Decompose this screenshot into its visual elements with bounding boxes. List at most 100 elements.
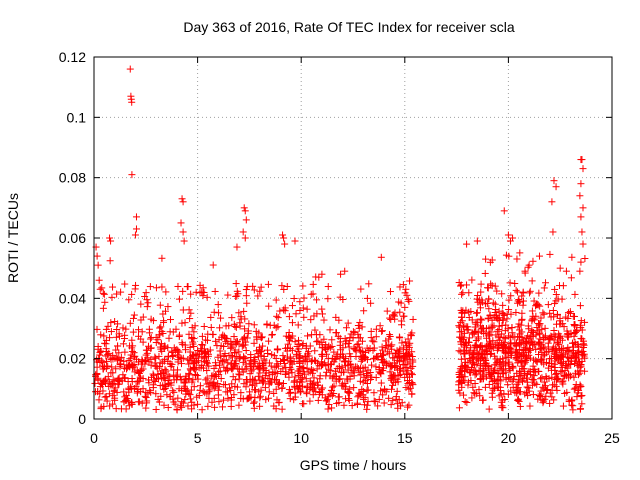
data-point (265, 380, 273, 388)
data-point (245, 320, 253, 328)
y-tick-label: 0.12 (59, 49, 86, 65)
data-point (236, 319, 244, 327)
data-point (322, 345, 330, 353)
data-point (478, 316, 486, 324)
data-point (536, 302, 544, 310)
data-point (120, 374, 128, 382)
data-point (372, 363, 380, 371)
data-point (521, 344, 529, 352)
data-point (575, 371, 583, 379)
data-point (539, 309, 547, 317)
data-point (377, 253, 385, 261)
data-point (525, 325, 533, 333)
data-point (341, 335, 349, 343)
data-point (301, 370, 309, 378)
data-point (159, 310, 167, 318)
data-point (318, 351, 326, 359)
data-point (103, 357, 111, 365)
data-point (498, 290, 506, 298)
data-point (109, 400, 117, 408)
data-point (512, 308, 520, 316)
data-point (280, 234, 288, 242)
data-point (219, 403, 227, 411)
x-axis-label: GPS time / hours (300, 457, 407, 473)
data-point (143, 296, 151, 304)
data-point (211, 287, 219, 295)
data-point (235, 401, 243, 409)
data-point (129, 328, 137, 336)
data-point (487, 280, 495, 288)
data-point (199, 292, 207, 300)
data-point (528, 317, 536, 325)
data-point (278, 384, 286, 392)
data-point (256, 394, 264, 402)
y-axis-label: ROTI / TECUs (5, 193, 21, 283)
data-point (489, 378, 497, 386)
data-point (325, 365, 333, 373)
data-point (461, 349, 469, 357)
data-point (456, 282, 464, 290)
data-point (547, 313, 555, 321)
data-point (546, 389, 554, 397)
data-point (221, 350, 229, 358)
data-point (482, 255, 490, 263)
data-point (131, 352, 139, 360)
data-point (362, 377, 370, 385)
data-point (468, 276, 476, 284)
data-point (388, 376, 396, 384)
data-point (126, 65, 134, 73)
data-point (258, 334, 266, 342)
data-point (494, 315, 502, 323)
data-point (258, 360, 266, 368)
data-point (270, 321, 278, 329)
data-point (193, 371, 201, 379)
data-point (342, 354, 350, 362)
data-point (514, 359, 522, 367)
data-point (275, 379, 283, 387)
data-point (105, 382, 113, 390)
data-point (250, 321, 258, 329)
data-point (216, 351, 224, 359)
data-point (541, 332, 549, 340)
data-point (302, 375, 310, 383)
data-point (372, 333, 380, 341)
data-point (193, 358, 201, 366)
data-point (184, 356, 192, 364)
data-point (384, 348, 392, 356)
data-point (166, 393, 174, 401)
data-point (475, 386, 483, 394)
data-point (354, 340, 362, 348)
data-point (214, 391, 222, 399)
data-point (393, 387, 401, 395)
data-point (256, 402, 264, 410)
data-point (371, 398, 379, 406)
data-point (280, 285, 288, 293)
data-point (499, 301, 507, 309)
data-point (126, 319, 134, 327)
data-point (512, 384, 520, 392)
data-point (581, 254, 589, 262)
data-point (512, 339, 520, 347)
data-point (304, 332, 312, 340)
data-point (113, 290, 121, 298)
data-point (349, 334, 357, 342)
data-point (260, 357, 268, 365)
data-point (242, 286, 250, 294)
data-point (577, 180, 585, 188)
data-point (397, 299, 405, 307)
data-point (342, 324, 350, 332)
data-point (264, 280, 272, 288)
data-point (131, 231, 139, 239)
data-point (359, 364, 367, 372)
data-point (506, 279, 514, 287)
data-point (526, 367, 534, 375)
data-point (459, 323, 467, 331)
data-point (471, 371, 479, 379)
data-point (523, 355, 531, 363)
data-point (471, 323, 479, 331)
data-point (378, 327, 386, 335)
data-point (502, 375, 510, 383)
data-point (332, 352, 340, 360)
data-point (545, 348, 553, 356)
data-point (356, 318, 364, 326)
